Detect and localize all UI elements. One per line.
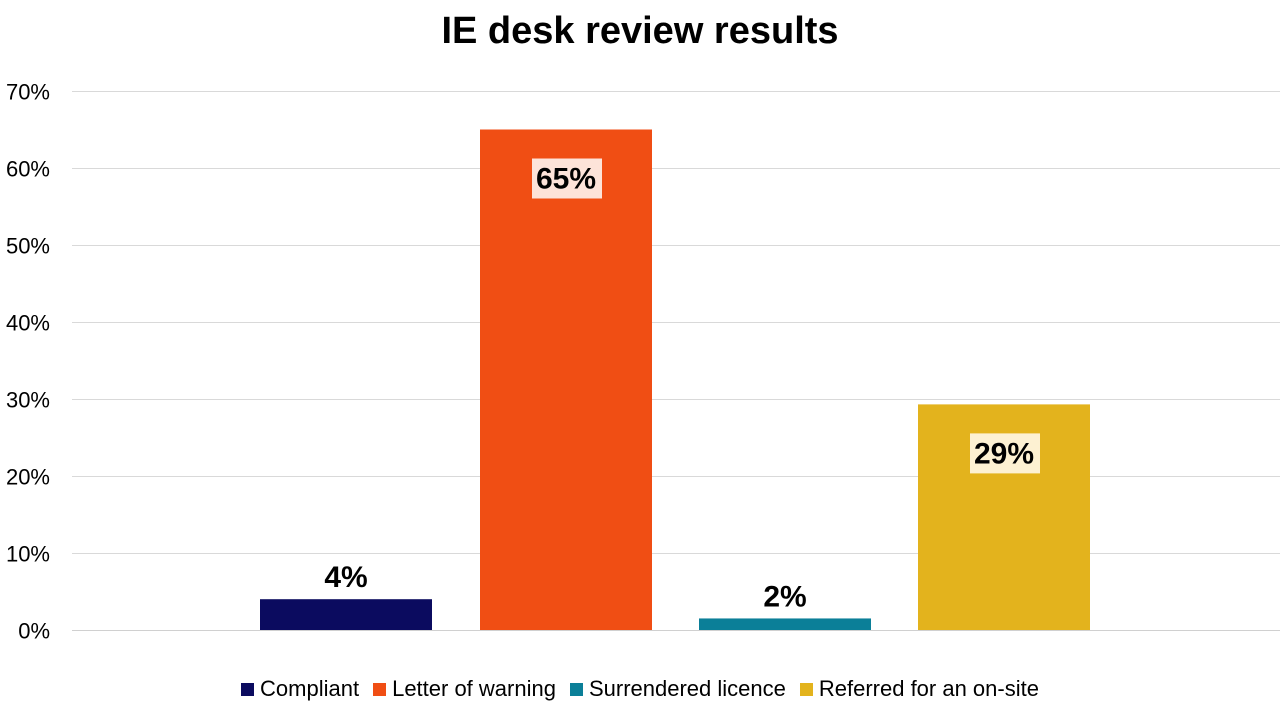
y-tick-label: 30% [6, 388, 50, 413]
legend-item: Referred for an on-site [799, 676, 1039, 702]
data-label: 2% [763, 580, 806, 613]
chart-title: IE desk review results [441, 10, 839, 52]
legend-swatch [799, 682, 813, 696]
data-label: 4% [324, 561, 367, 594]
data-label: 29% [974, 437, 1034, 470]
y-tick-label: 0% [18, 619, 50, 644]
y-tick-label: 20% [6, 465, 50, 490]
legend-label: Surrendered licence [588, 676, 786, 701]
y-tick-label: 50% [6, 234, 50, 259]
legend-label: Referred for an on-site [818, 676, 1039, 701]
bar [260, 599, 432, 630]
y-tick-label: 70% [6, 80, 50, 105]
legend-swatch [569, 682, 583, 696]
y-tick-label: 40% [6, 311, 50, 336]
data-label-background [970, 433, 1040, 474]
legend-item: Compliant [241, 676, 359, 702]
legend-item: Surrendered licence [569, 676, 786, 702]
legend-swatch [241, 682, 255, 696]
legend-label: Letter of warning [392, 676, 556, 701]
legend-swatch [373, 682, 387, 696]
data-label-background [532, 158, 602, 199]
y-tick-label: 10% [6, 542, 50, 567]
data-label: 65% [536, 163, 596, 196]
legend-item: Letter of warning [373, 676, 556, 702]
legend-label: Compliant [260, 676, 360, 701]
legend: Compliant Letter of warning Surrendered li… [0, 676, 1280, 702]
bar [699, 618, 871, 630]
y-tick-label: 60% [6, 157, 50, 182]
bar [480, 129, 652, 630]
